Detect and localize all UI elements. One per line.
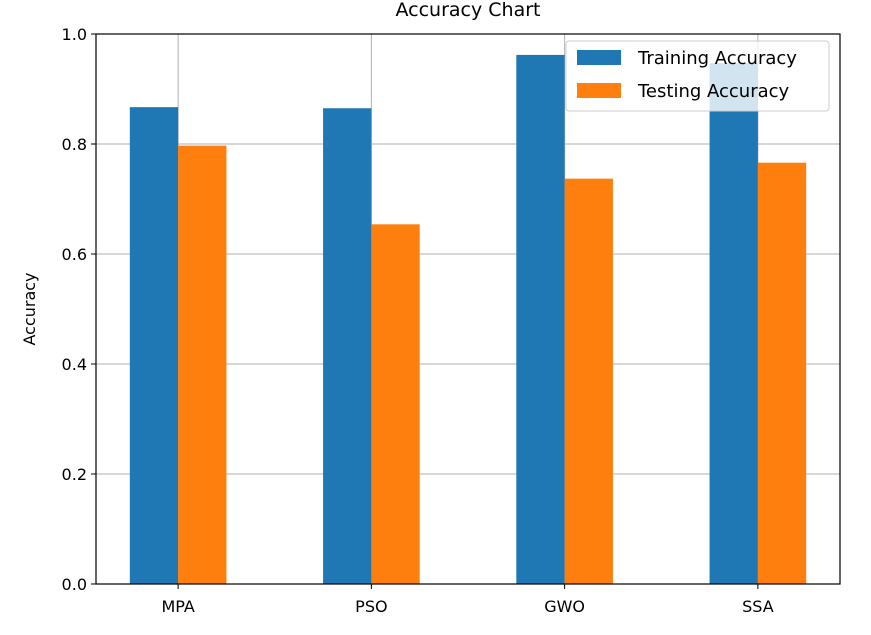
y-axis-label: Accuracy — [20, 272, 39, 345]
y-tick-label: 0.2 — [62, 465, 87, 484]
legend-box — [565, 40, 830, 112]
legend-swatch-testing — [577, 83, 621, 98]
x-tick-label: GWO — [544, 597, 585, 616]
chart-title: Accuracy Chart — [396, 0, 541, 21]
testing-accuracy-bar-pso — [371, 224, 420, 585]
legend-label-testing: Testing Accuracy — [637, 81, 790, 102]
y-axis-ticks: 0.0 0.2 0.4 0.6 0.8 1.0 — [62, 25, 96, 594]
y-tick-label: 0.8 — [62, 135, 87, 154]
legend-swatch-training — [577, 50, 621, 65]
y-tick-label: 1.0 — [62, 25, 87, 44]
training-accuracy-bar-ssa — [709, 63, 758, 584]
training-accuracy-bar-gwo — [516, 54, 565, 584]
y-tick-label: 0.0 — [62, 575, 87, 594]
y-tick-label: 0.4 — [62, 355, 87, 374]
y-tick-label: 0.6 — [62, 245, 87, 264]
legend: Training Accuracy Testing Accuracy — [565, 40, 830, 112]
x-tick-label: MPA — [161, 597, 194, 616]
plot-frame — [95, 33, 841, 585]
legend-label-training: Training Accuracy — [637, 48, 797, 69]
testing-accuracy-bar-mpa — [178, 145, 227, 584]
x-tick-label: SSA — [742, 597, 774, 616]
training-accuracy-bar-mpa — [129, 107, 179, 585]
testing-accuracy-bar-gwo — [564, 178, 613, 584]
training-accuracy-bar-pso — [323, 108, 372, 584]
x-axis-ticks: MPA PSO GWO SSA — [161, 584, 774, 616]
x-tick-label: PSO — [355, 597, 387, 616]
bars — [129, 54, 807, 585]
testing-accuracy-bar-ssa — [757, 162, 807, 584]
